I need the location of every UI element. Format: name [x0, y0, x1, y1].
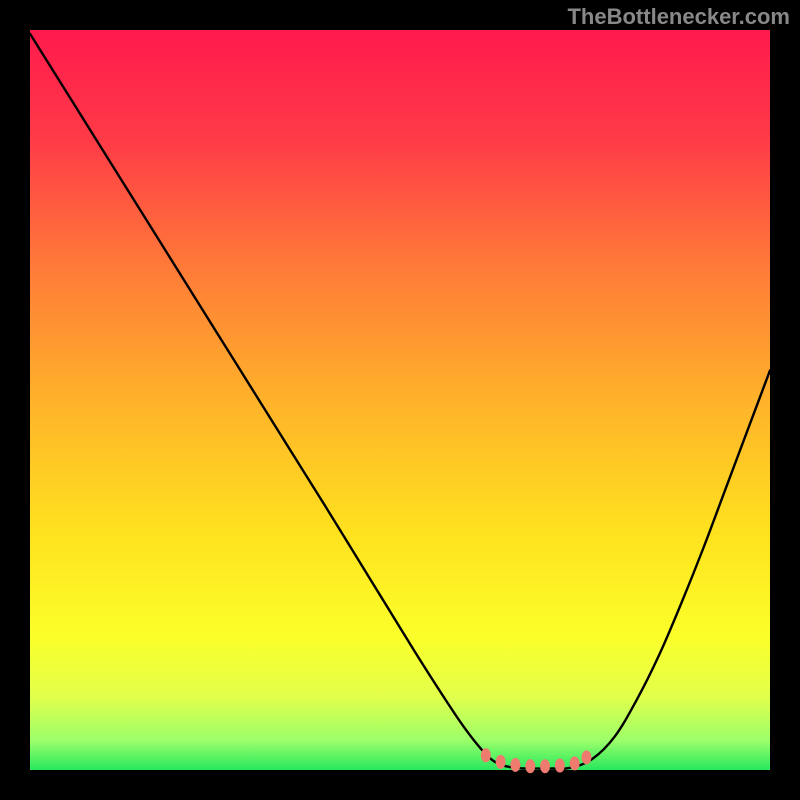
curve-marker: [541, 760, 550, 773]
bottleneck-markers: [0, 0, 800, 800]
curve-marker: [582, 751, 591, 764]
curve-marker: [481, 749, 490, 762]
curve-marker: [570, 757, 579, 770]
watermark-text: TheBottlenecker.com: [567, 4, 790, 30]
curve-marker: [496, 755, 505, 768]
curve-marker: [511, 758, 520, 771]
curve-marker: [526, 760, 535, 773]
curve-marker: [555, 759, 564, 772]
